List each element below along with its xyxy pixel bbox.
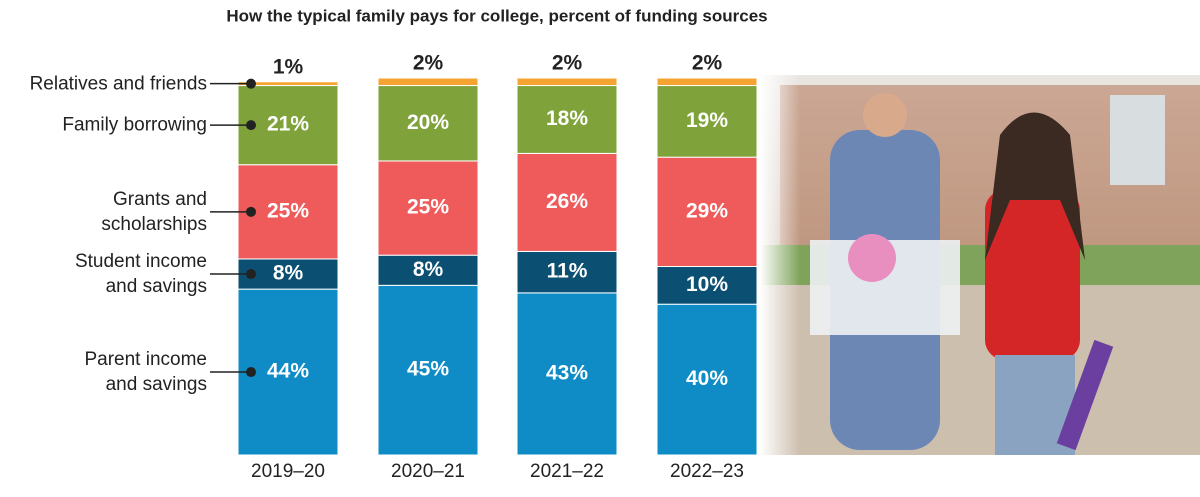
bar-segment [516,250,618,294]
x-tick-label: 2019–20 [251,461,325,482]
legend-label: Parent income and savings [84,349,207,396]
legend-dot [246,367,256,378]
legend-label: Student income and savings [74,251,207,298]
value-label: 40% [686,367,728,390]
x-tick-label: 2021–22 [530,461,604,482]
chart-title: How the typical family pays for college,… [226,6,767,25]
x-tick-label: 2020–21 [391,461,465,482]
value-label: 29% [686,199,728,222]
value-label: 2% [552,52,583,75]
bar-segment [516,77,618,87]
bar-segment [516,292,618,456]
bar-segment [656,303,758,456]
value-label: 44% [267,360,309,383]
value-label: 2% [413,52,444,75]
value-label: 8% [413,258,444,281]
bar-segment [656,85,758,158]
bar-segment [516,85,618,154]
legend-label: Family borrowing [62,114,207,136]
bar-segment [516,152,618,252]
legend-dot [246,120,256,131]
photo [760,75,1200,455]
legend-label: Grants and scholarships [101,188,207,235]
value-label: 19% [686,109,728,132]
legend-dot [246,206,256,217]
legend-dot [246,78,256,89]
value-label: 11% [547,260,588,283]
value-label: 1% [273,55,304,78]
value-label: 18% [546,107,588,130]
value-label: 25% [267,199,309,222]
bar-segment [377,77,479,87]
legend-dot [246,269,256,280]
bar-segment [377,160,479,256]
value-label: 25% [407,196,449,219]
value-label: 45% [407,358,449,381]
x-tick-label: 2022–23 [670,461,744,482]
bar-segment [377,85,479,162]
value-label: 20% [407,111,449,134]
bar-segment [377,254,479,286]
value-label: 26% [546,190,588,213]
bar-segment [656,77,758,87]
value-label: 21% [267,113,309,136]
bar-segment [656,156,758,267]
value-label: 2% [692,52,723,75]
value-label: 8% [273,262,304,285]
legend-label: Relatives and friends [29,73,207,95]
value-label: 10% [686,273,728,296]
value-label: 43% [546,361,588,384]
bar-segment [377,284,479,456]
